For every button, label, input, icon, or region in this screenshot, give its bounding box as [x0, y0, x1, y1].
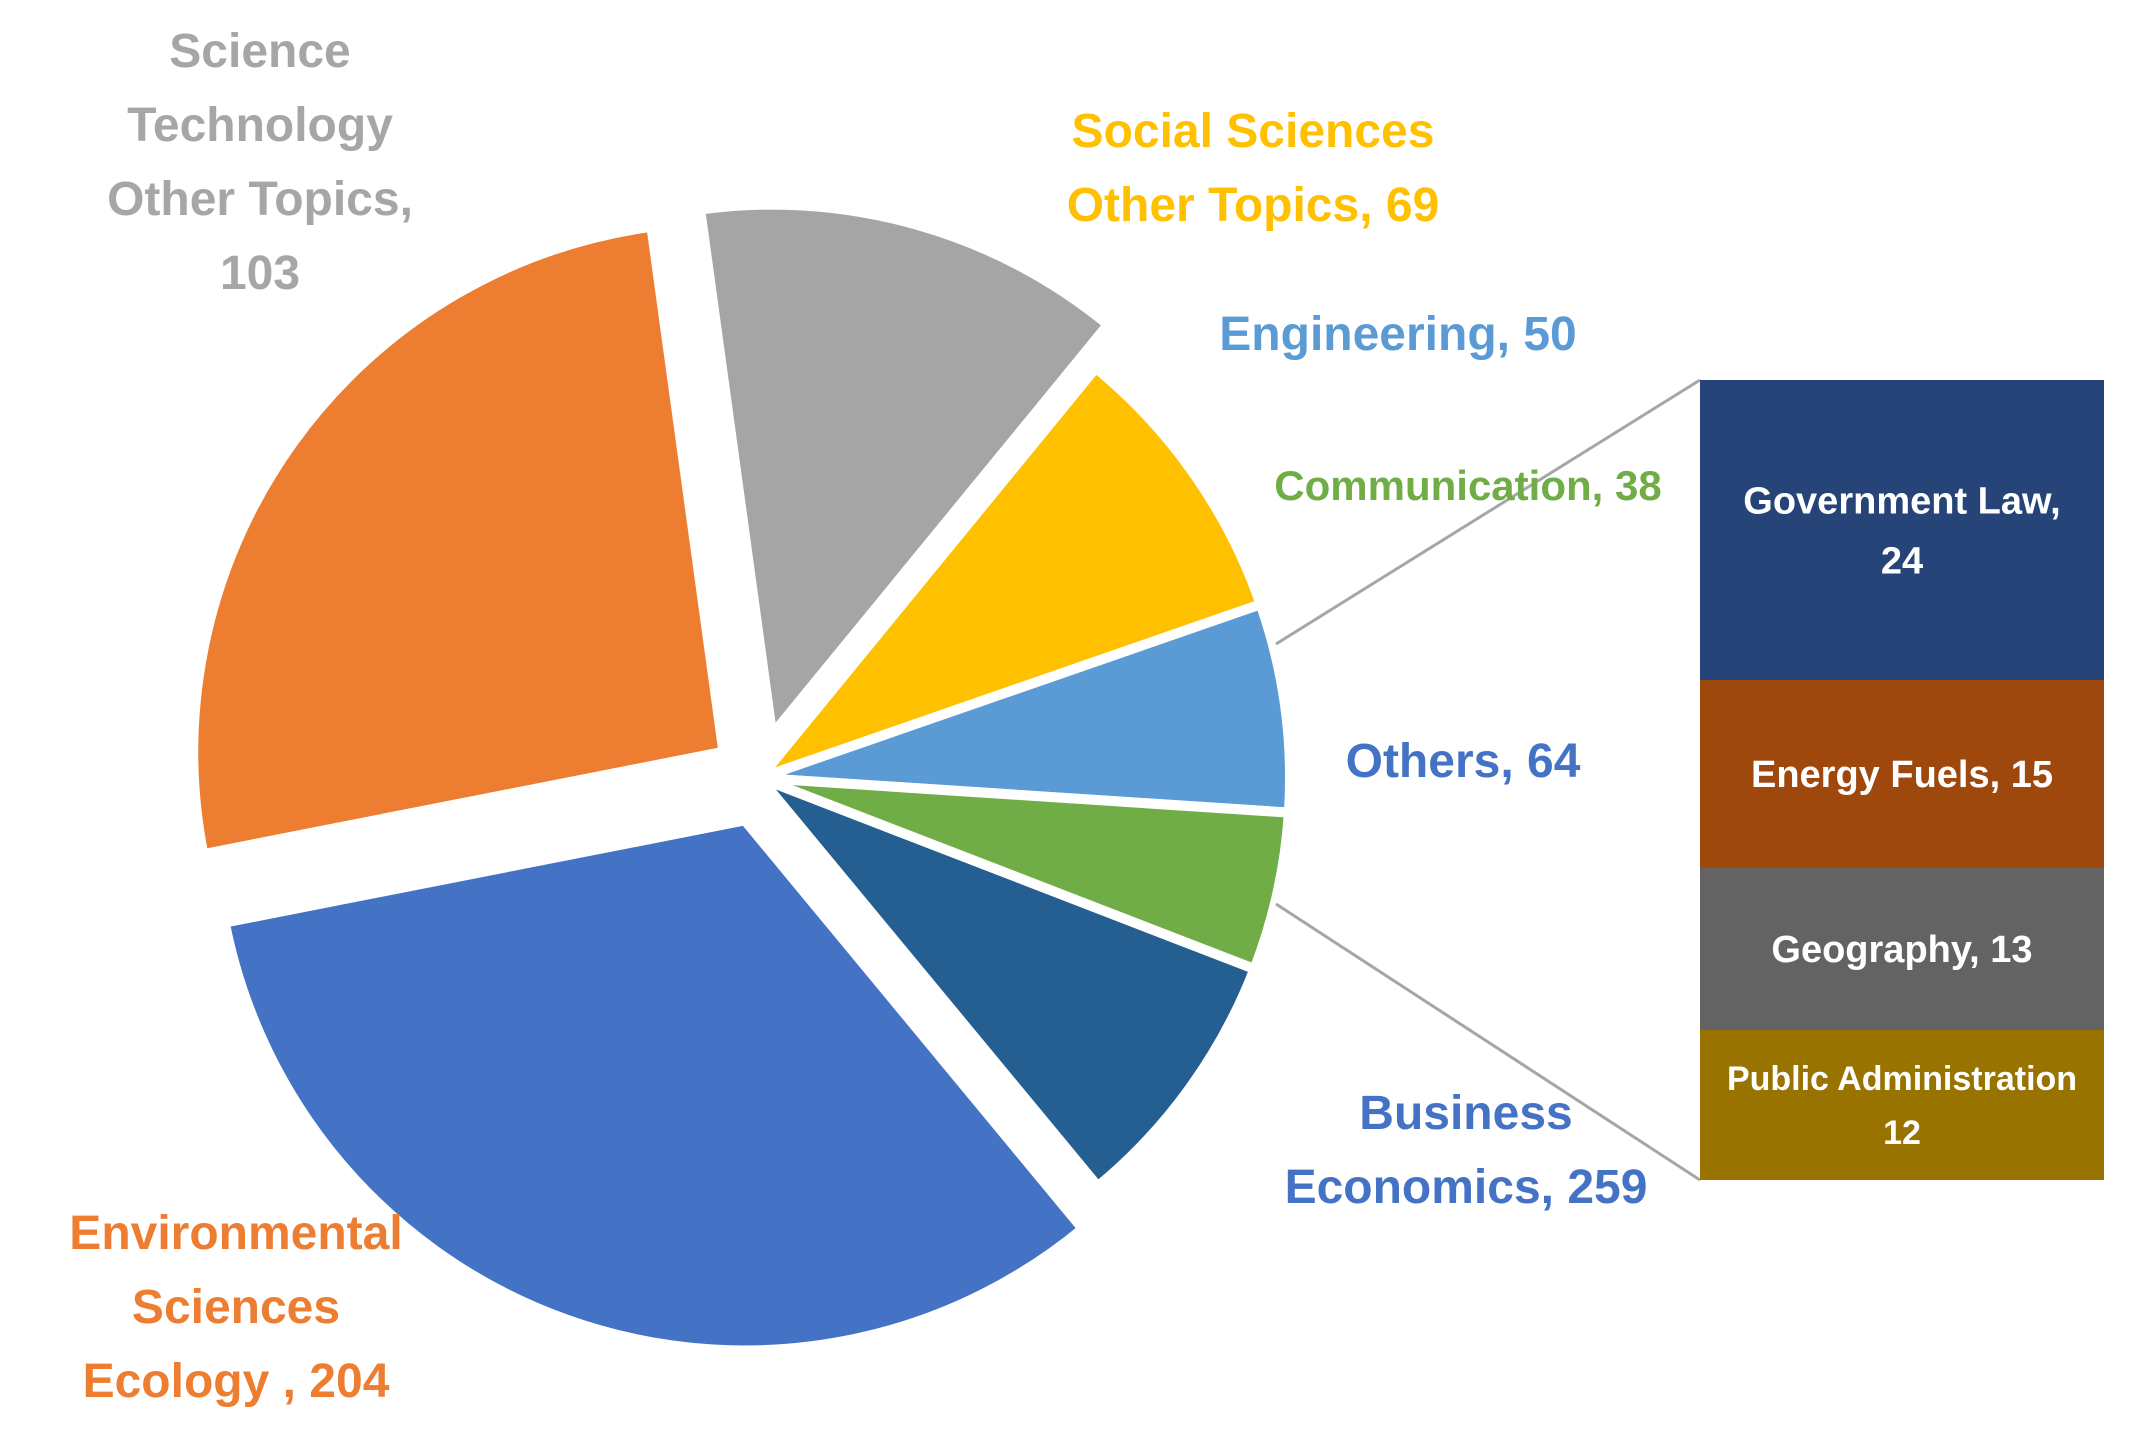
slice-label-environmental-sciences-ecology: Environmental Sciences Ecology , 204	[69, 1207, 402, 1408]
slice-label-line: 103	[220, 247, 300, 300]
slice-label-line: Others, 64	[1346, 735, 1581, 788]
slice-label-communication: Communication, 38	[1274, 462, 1661, 509]
breakdown-label-energy-fuels: Energy Fuels, 15	[1751, 754, 2053, 796]
slice-label-line: Technology	[127, 99, 393, 152]
pie-slices	[188, 199, 1296, 1356]
slice-label-science-technology-other-topics: Science Technology Other Topics, 103	[107, 25, 413, 300]
pie-slice-business-economics	[219, 815, 1088, 1356]
connector-line-bottom	[1275, 902, 1701, 1182]
slice-label-line: Other Topics, 69	[1067, 179, 1440, 232]
slice-label-line: Engineering, 50	[1219, 308, 1576, 361]
breakdown-label-geography: Geography, 13	[1771, 929, 2032, 971]
slice-label-line: Economics, 259	[1285, 1161, 1648, 1214]
breakdown-label-government-law: Government Law, 24	[1743, 480, 2060, 582]
breakdown-label-line: 24	[1881, 540, 1923, 582]
breakdown-label-line: Government Law,	[1743, 480, 2060, 522]
slice-labels: Business Economics, 259 Environmental Scien…	[69, 25, 1661, 1408]
slice-label-line: Ecology , 204	[83, 1355, 390, 1408]
breakdown-label-public-administration: Public Administration 12	[1727, 1060, 2077, 1152]
slice-label-line: Science	[169, 25, 350, 78]
breakdown-label-line: Energy Fuels, 15	[1751, 754, 2053, 796]
slice-label-business-economics: Business Economics, 259	[1285, 1087, 1648, 1214]
breakdown-bar	[1700, 380, 2104, 1180]
breakdown-connectors	[1275, 378, 1701, 1182]
breakdown-label-line: 12	[1883, 1114, 1921, 1152]
pie-slice-social-sciences-other-topics	[755, 362, 1266, 783]
breakdown-segment-geography	[1700, 867, 2104, 1030]
slice-label-engineering: Engineering, 50	[1219, 308, 1576, 361]
pie-slice-environmental-sciences-ecology	[188, 221, 729, 860]
pie-slice-engineering	[755, 599, 1296, 818]
breakdown-label-line: Geography, 13	[1771, 929, 2032, 971]
pie-slice-others	[755, 773, 1260, 1192]
slice-label-line: Sciences	[132, 1281, 340, 1334]
breakdown-label-line: Public Administration	[1727, 1060, 2077, 1098]
breakdown-labels: Government Law, 24 Energy Fuels, 15 Geograp…	[1727, 480, 2077, 1152]
slice-label-line: Communication, 38	[1274, 462, 1661, 509]
breakdown-segment-public-administration	[1700, 1030, 2104, 1180]
slice-label-line: Environmental	[69, 1207, 402, 1260]
connector-line-top	[1275, 378, 1701, 646]
breakdown-segment-government-law	[1700, 380, 2104, 680]
slice-label-line: Other Topics,	[107, 173, 413, 226]
breakdown-segment-energy-fuels	[1700, 680, 2104, 868]
slice-label-others: Others, 64	[1346, 735, 1581, 788]
slice-label-social-sciences-other-topics: Social Sciences Other Topics, 69	[1067, 105, 1440, 232]
slice-label-line: Social Sciences	[1072, 105, 1435, 158]
pie-slice-science-technology-other-topics	[695, 199, 1113, 740]
slice-label-line: Business	[1359, 1087, 1572, 1140]
